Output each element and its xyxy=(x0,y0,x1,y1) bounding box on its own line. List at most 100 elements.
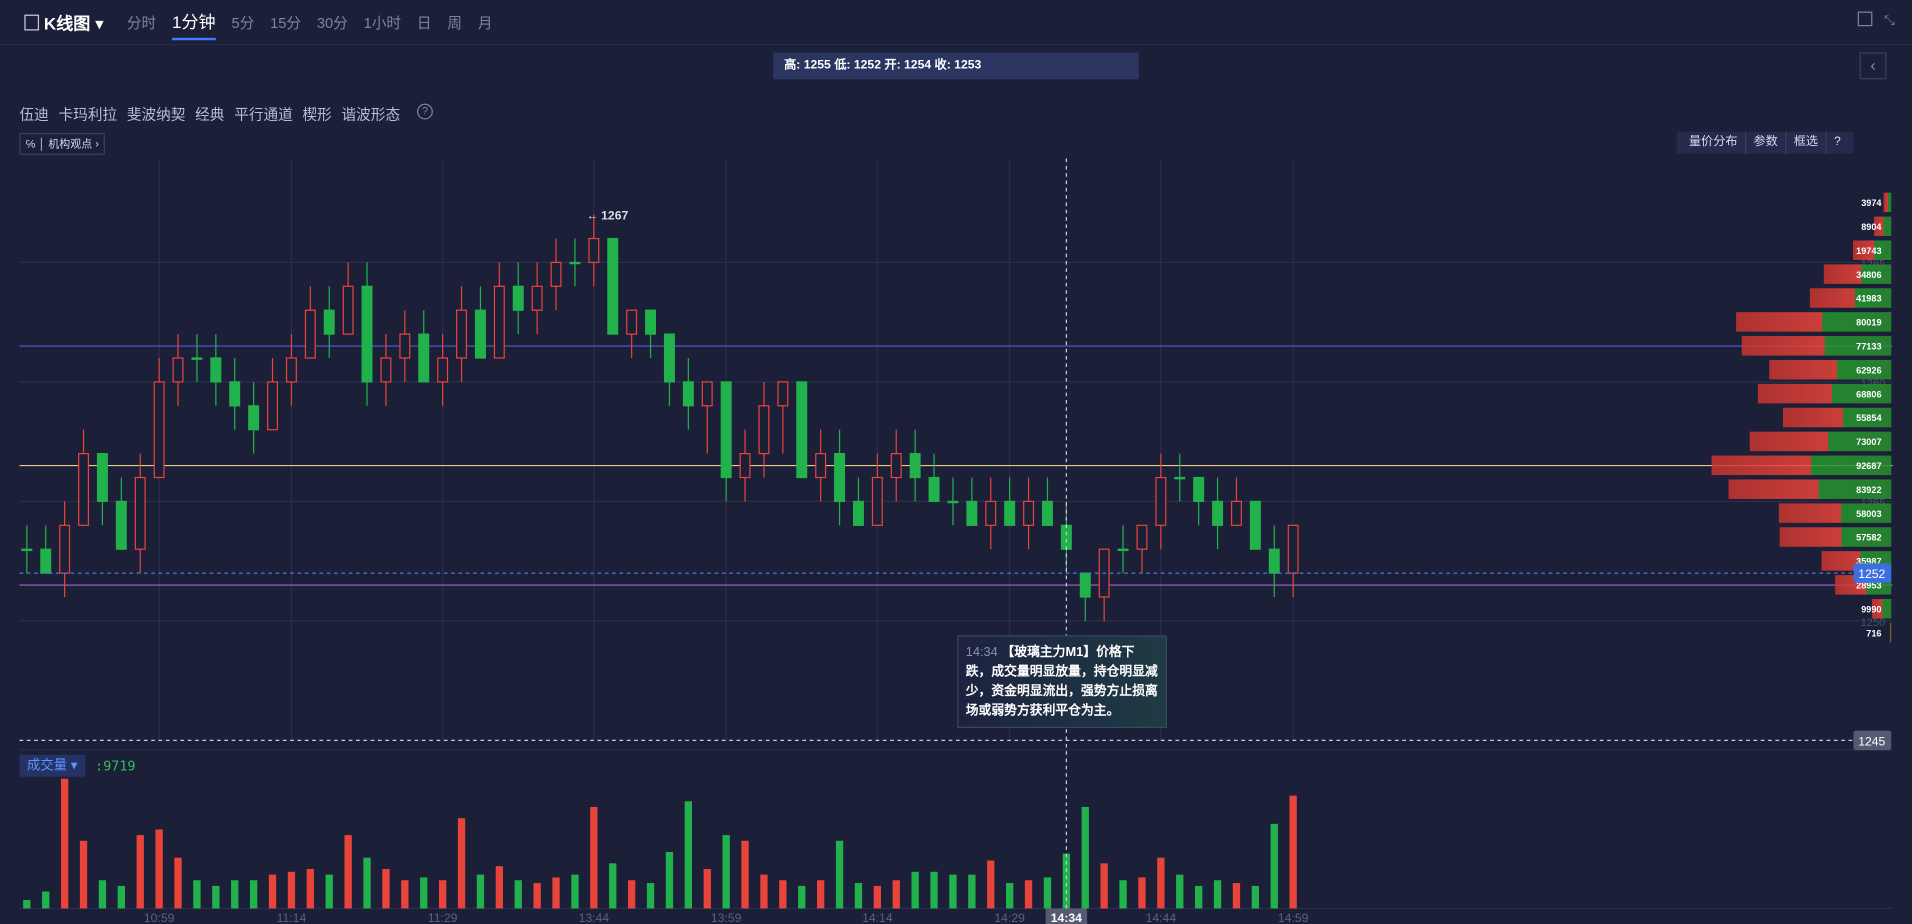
candle-body xyxy=(380,357,392,383)
candle-body xyxy=(172,357,184,383)
volume-bar xyxy=(665,852,674,909)
volume-bar xyxy=(325,874,333,909)
cursor-time-label: 14:34 xyxy=(1051,911,1082,924)
volume-bar xyxy=(155,829,163,909)
volume-bar xyxy=(1081,806,1089,909)
volume-bar xyxy=(741,840,749,909)
candle-body xyxy=(909,453,921,479)
candle-body xyxy=(399,333,411,359)
period-tab[interactable]: 1小时 xyxy=(363,14,402,32)
volume-bar xyxy=(79,840,88,909)
drawing-tool[interactable]: 经典 xyxy=(195,106,225,124)
profile-label: 73007 xyxy=(1856,437,1881,447)
period-tab[interactable]: 分时 xyxy=(126,14,157,32)
drawing-tool[interactable]: 平行通道 xyxy=(234,106,293,124)
profile-label: 57582 xyxy=(1856,533,1881,543)
drawing-tool[interactable]: 斐波纳契 xyxy=(126,106,186,124)
chart-type-menu[interactable]: K线图 ▾ xyxy=(24,11,104,35)
profile-bar xyxy=(1711,455,1892,476)
volume-bar xyxy=(835,840,844,909)
ohlc-header: 高: 1255 低: 1252 开: 1254 收: 1253 xyxy=(773,52,1139,80)
candle-body xyxy=(701,381,713,407)
candle-body xyxy=(928,476,940,503)
volume-bar xyxy=(703,868,711,909)
volume-bar xyxy=(287,871,296,909)
drawing-tool[interactable]: 谐波形态 xyxy=(341,106,401,124)
period-tabs: 分时 1分钟 5分 15分 30分 1小时日周月 xyxy=(126,10,493,41)
volume-indicator-button[interactable]: 成交量 ▾ xyxy=(19,754,85,777)
volume-bar xyxy=(60,778,69,909)
candle-body xyxy=(531,285,543,311)
candle-body xyxy=(1023,500,1035,526)
volume-bar xyxy=(722,835,730,909)
tooltip: 14:34 【玻璃主力M1】价格下跌，成交量明显放量，持仓明显减少，资金明显流出，… xyxy=(957,635,1167,728)
layout-icon[interactable] xyxy=(1857,11,1873,27)
help-icon[interactable]: ? xyxy=(417,103,434,120)
current-price-label: 1252 xyxy=(1858,567,1885,581)
badge-label: 机构观点 xyxy=(48,137,93,150)
candle-body xyxy=(550,261,562,287)
candle-body xyxy=(153,381,165,479)
period-tab[interactable]: 月 xyxy=(477,14,493,32)
candle-body xyxy=(607,237,619,335)
candle-body xyxy=(663,333,675,383)
drawing-tool[interactable]: 卡玛利拉 xyxy=(58,106,118,124)
fullscreen-icon[interactable]: ⤡ xyxy=(1884,12,1895,27)
profile-bar xyxy=(1779,527,1892,547)
volume-bar xyxy=(1119,880,1127,909)
period-tab[interactable]: 5分 xyxy=(231,14,255,32)
candle-body xyxy=(815,453,827,479)
volume-bar xyxy=(627,880,636,909)
period-tab[interactable]: 1分钟 xyxy=(171,10,216,41)
volume-bar xyxy=(949,874,957,909)
volume-bar xyxy=(1100,863,1108,909)
right-tool[interactable]: 量价分布 xyxy=(1682,131,1747,154)
period-tab[interactable]: 30分 xyxy=(316,14,348,32)
volume-bar xyxy=(42,891,50,909)
candle-body xyxy=(1230,500,1242,526)
period-tab[interactable]: 15分 xyxy=(270,14,302,32)
drawing-tool[interactable]: 伍迪 xyxy=(19,106,49,124)
profile-label: 716 xyxy=(1866,628,1881,638)
candle-body xyxy=(1155,476,1167,526)
profile-bar xyxy=(1736,312,1892,332)
candle-body xyxy=(739,453,751,479)
candle-body xyxy=(40,548,52,574)
candle-body xyxy=(191,357,203,360)
candle-body xyxy=(456,309,468,359)
candle-body xyxy=(947,500,959,504)
volume-bar xyxy=(987,860,995,909)
collapse-button[interactable]: ‹ xyxy=(1859,52,1887,80)
volume-bar xyxy=(816,880,825,909)
cursor-time-badge xyxy=(1045,908,1088,924)
right-tool[interactable]: 框选 xyxy=(1786,131,1827,154)
profile-bar xyxy=(1749,431,1892,452)
volume-label: 成交量 xyxy=(26,758,68,774)
volume-bar xyxy=(23,899,31,909)
volume-bar xyxy=(212,885,220,909)
volume-bar xyxy=(1138,877,1146,909)
y-tick-label: 1250 xyxy=(1861,617,1885,629)
volume-bar xyxy=(136,835,144,909)
profile-bar xyxy=(1871,598,1892,619)
x-tick-label: 14:59 xyxy=(1278,911,1309,924)
volume-bar xyxy=(1043,877,1052,909)
drawing-tool[interactable]: 楔形 xyxy=(302,106,332,124)
right-tool[interactable]: 参数 xyxy=(1746,131,1787,154)
candle-body xyxy=(342,285,354,335)
period-tab[interactable]: 日 xyxy=(416,14,432,32)
volume-bar xyxy=(1195,885,1203,909)
period-tab[interactable]: 周 xyxy=(447,14,463,32)
volume-bar xyxy=(968,874,976,909)
profile-label: 8904 xyxy=(1861,222,1882,232)
help-icon[interactable]: ? xyxy=(1833,135,1841,149)
badge-button[interactable]: ℅ │ 机构观点 › xyxy=(19,132,106,155)
volume-bar xyxy=(798,885,806,909)
volume-bar xyxy=(854,883,863,909)
x-tick-label: 11:14 xyxy=(277,911,307,924)
candle-body xyxy=(78,453,90,526)
volume-bar xyxy=(306,868,314,909)
profile-bar xyxy=(1757,383,1892,404)
